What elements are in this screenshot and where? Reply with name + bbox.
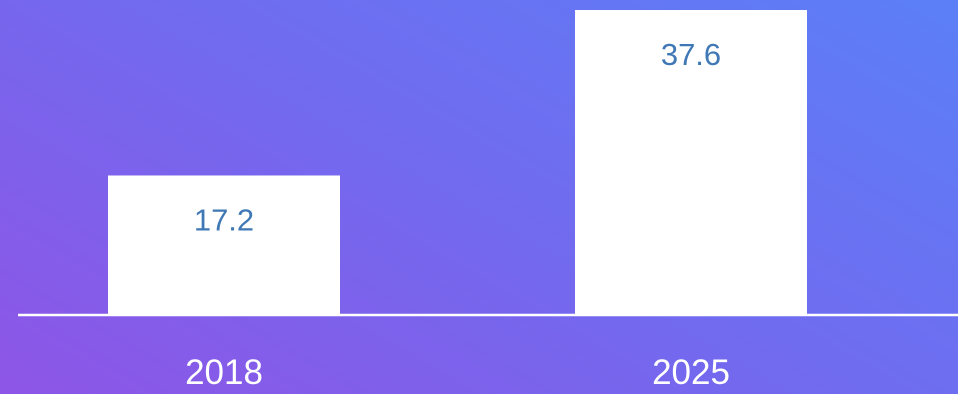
bars [108, 10, 807, 315]
bar-2018 [108, 175, 340, 315]
x-tick-label-2018: 2018 [185, 353, 263, 392]
x-tick-label-2025: 2025 [652, 353, 730, 392]
bar-2025 [575, 10, 807, 315]
labels: 17.2 2018 37.6 2025 [185, 37, 730, 392]
data-label-2018: 17.2 [194, 202, 254, 237]
data-label-2025: 37.6 [661, 37, 721, 72]
